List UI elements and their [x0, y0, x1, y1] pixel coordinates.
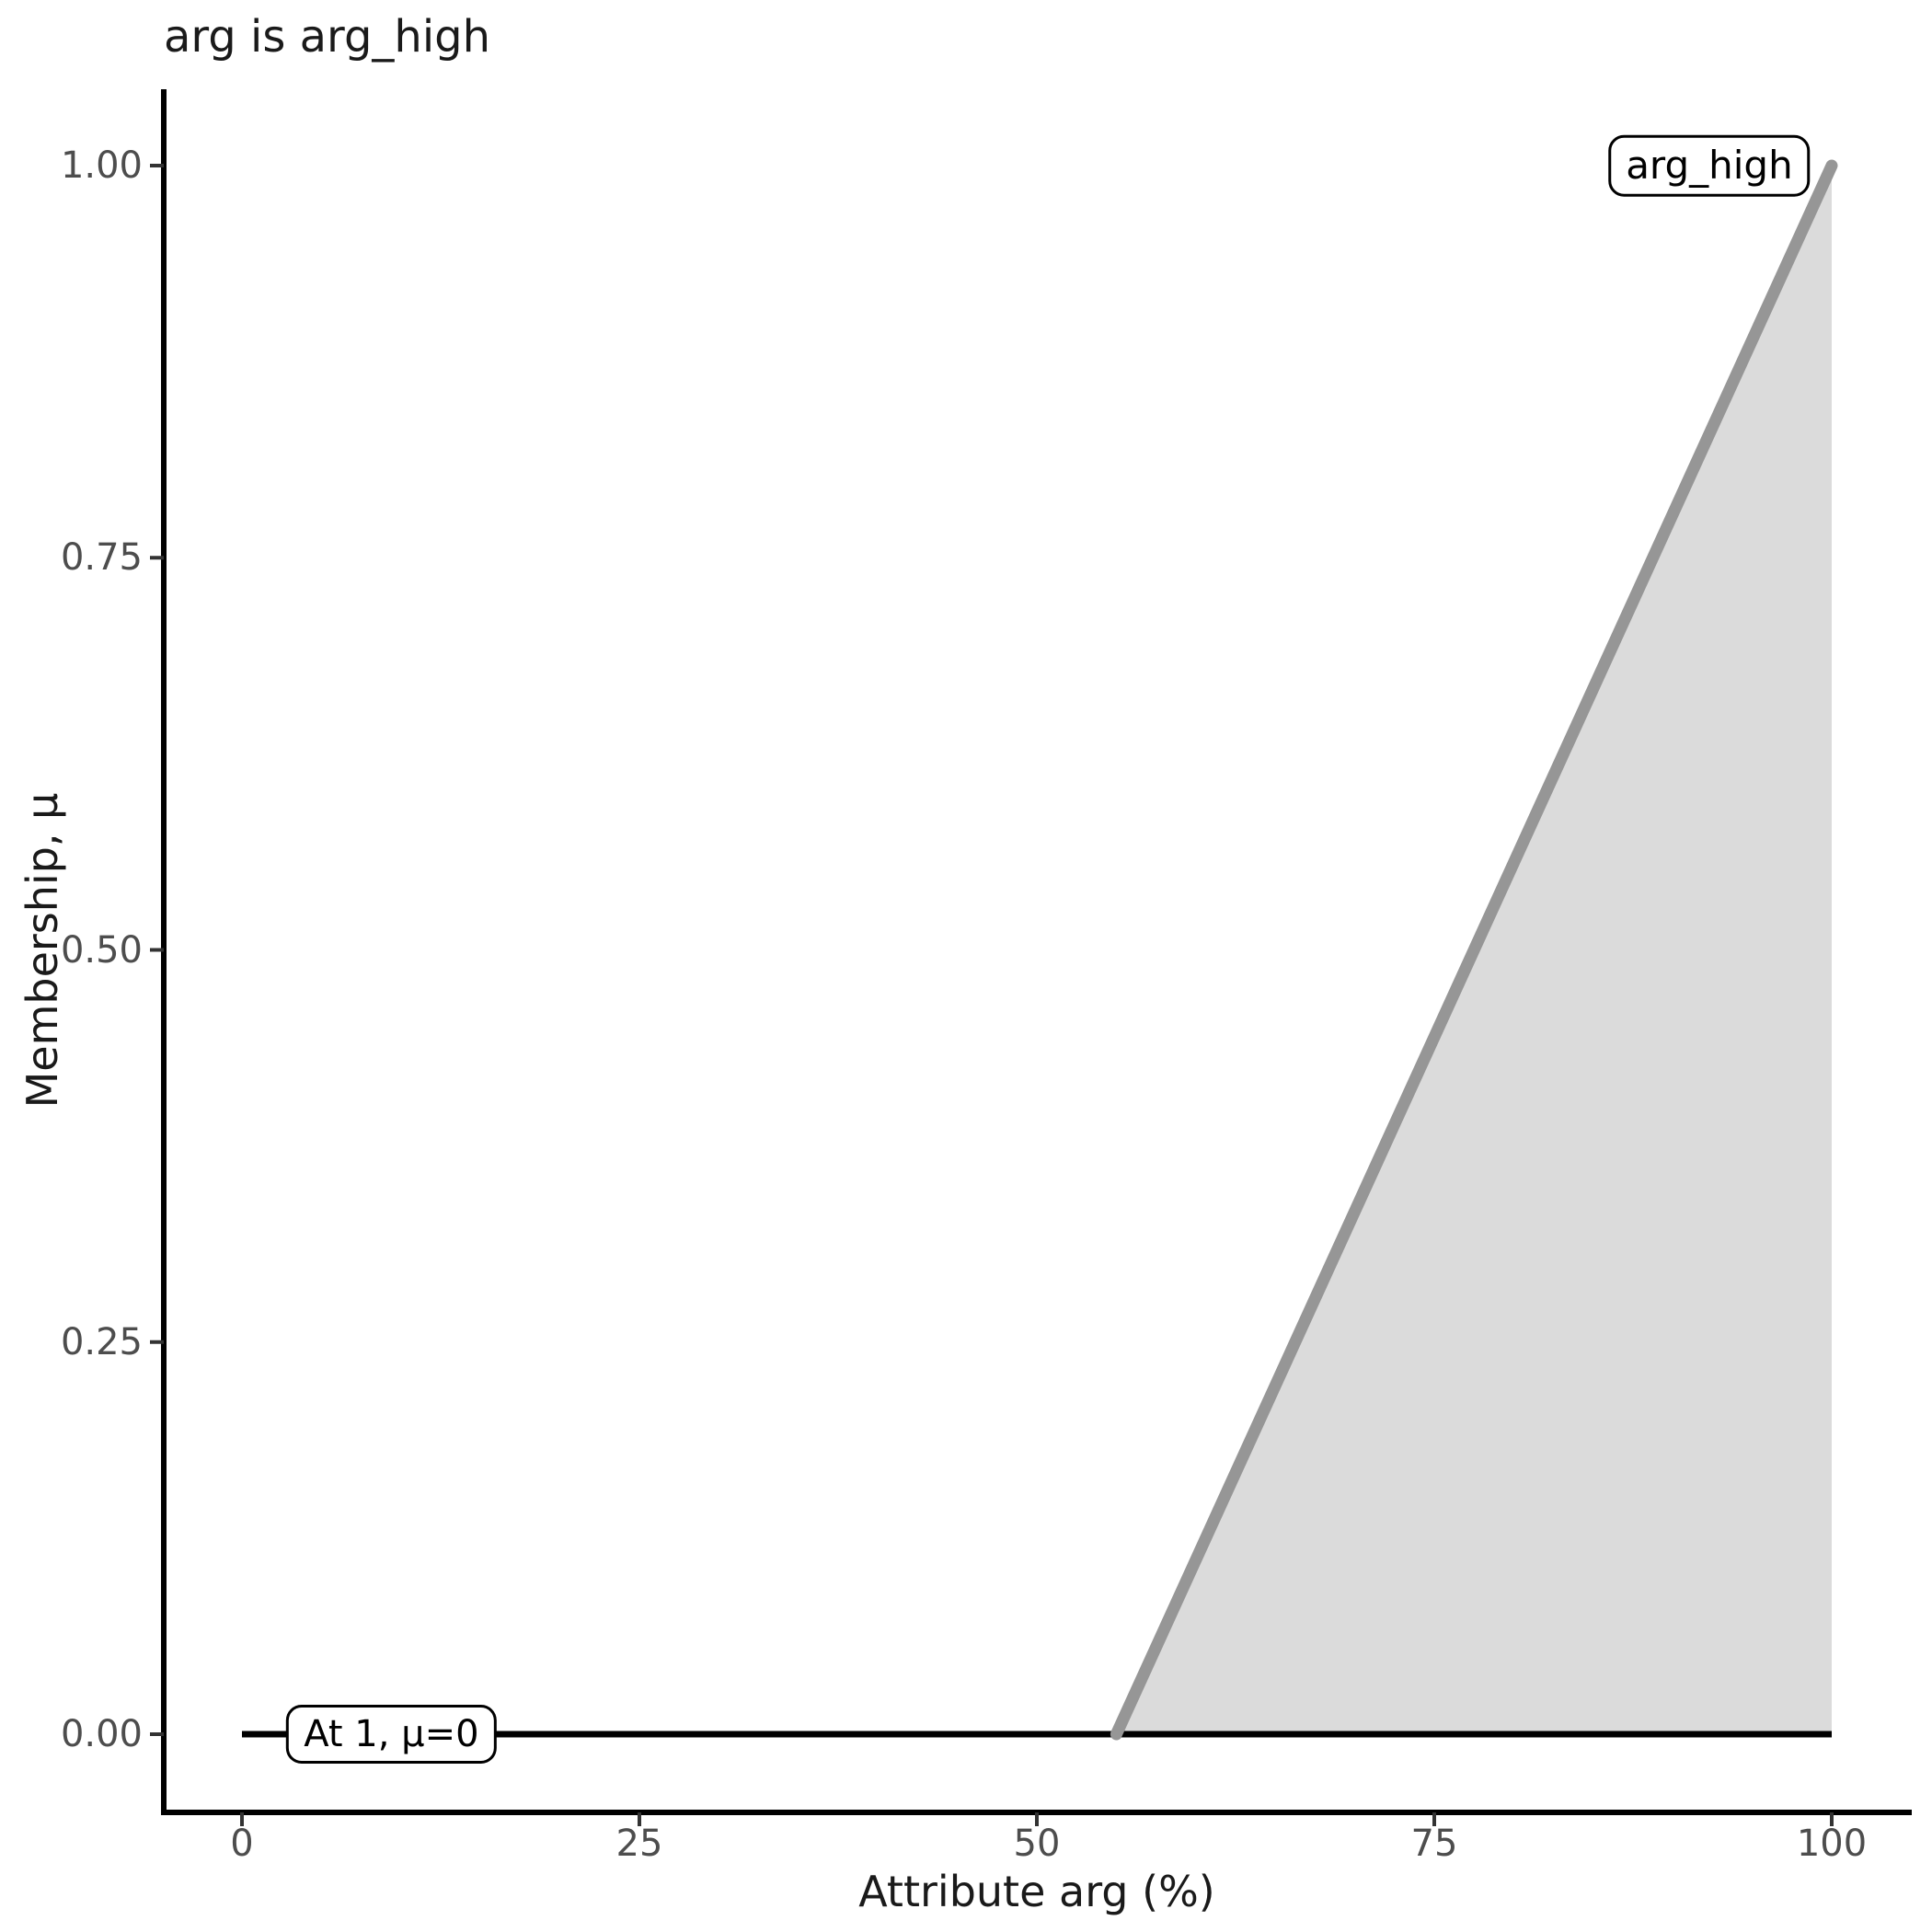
x-tick-label: 25 — [615, 1823, 663, 1865]
annotation-at-1-mu-0: At 1, μ=0 — [286, 1705, 497, 1764]
x-tick-label: 50 — [1013, 1823, 1061, 1865]
y-tick-label: 0.75 — [60, 536, 143, 580]
x-tick-label: 0 — [230, 1823, 254, 1865]
x-tick-label: 75 — [1410, 1823, 1458, 1865]
y-tick-label: 1.00 — [60, 144, 143, 187]
x-axis-title: Attribute arg (%) — [858, 1867, 1215, 1916]
membership-ramp-line — [1110, 159, 1838, 1741]
y-tick-label: 0.25 — [60, 1320, 143, 1363]
x-tick-label: 100 — [1796, 1823, 1868, 1865]
y-tick-label: 0.50 — [60, 928, 143, 972]
annotation-arg-high: arg_high — [1608, 134, 1811, 197]
y-tick-label: 0.00 — [60, 1713, 143, 1755]
chart-title: arg is arg_high — [164, 11, 491, 63]
y-axis-title: Membership, μ — [17, 792, 67, 1109]
